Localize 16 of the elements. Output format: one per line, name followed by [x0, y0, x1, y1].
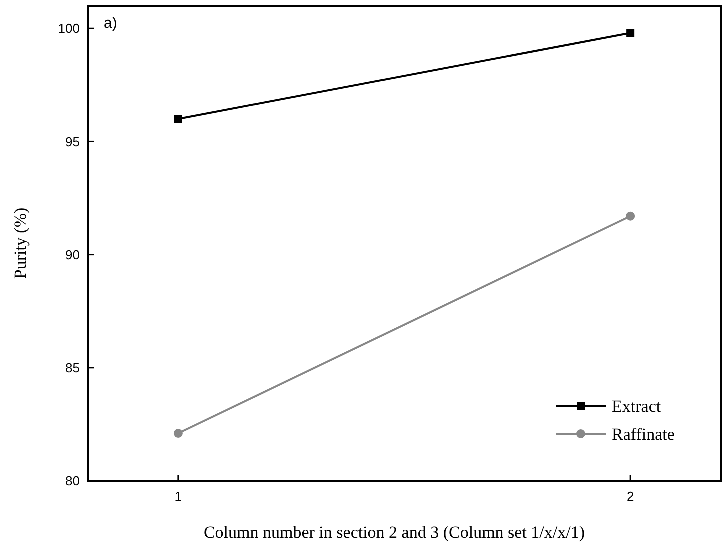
legend-label: Extract: [612, 396, 662, 416]
x-tick-label: 1: [174, 489, 182, 504]
y-tick-label: 100: [58, 21, 80, 36]
point: [626, 29, 635, 38]
point: [174, 115, 182, 124]
point: [174, 429, 183, 438]
y-tick-label: 80: [66, 474, 80, 489]
legend-label: Raffinate: [612, 424, 675, 444]
y-axis-title: Purity (%): [11, 208, 30, 280]
y-tick-label: 95: [66, 134, 80, 150]
annotation: a): [104, 15, 118, 32]
x-axis-title: Column number in section 2 and 3 (Column set 1/x/x/1): [204, 523, 586, 542]
x-tick-label: 2: [626, 489, 634, 504]
point: [626, 212, 636, 221]
y-tick-label: 85: [66, 360, 80, 376]
y-tick-label: 90: [66, 247, 80, 262]
